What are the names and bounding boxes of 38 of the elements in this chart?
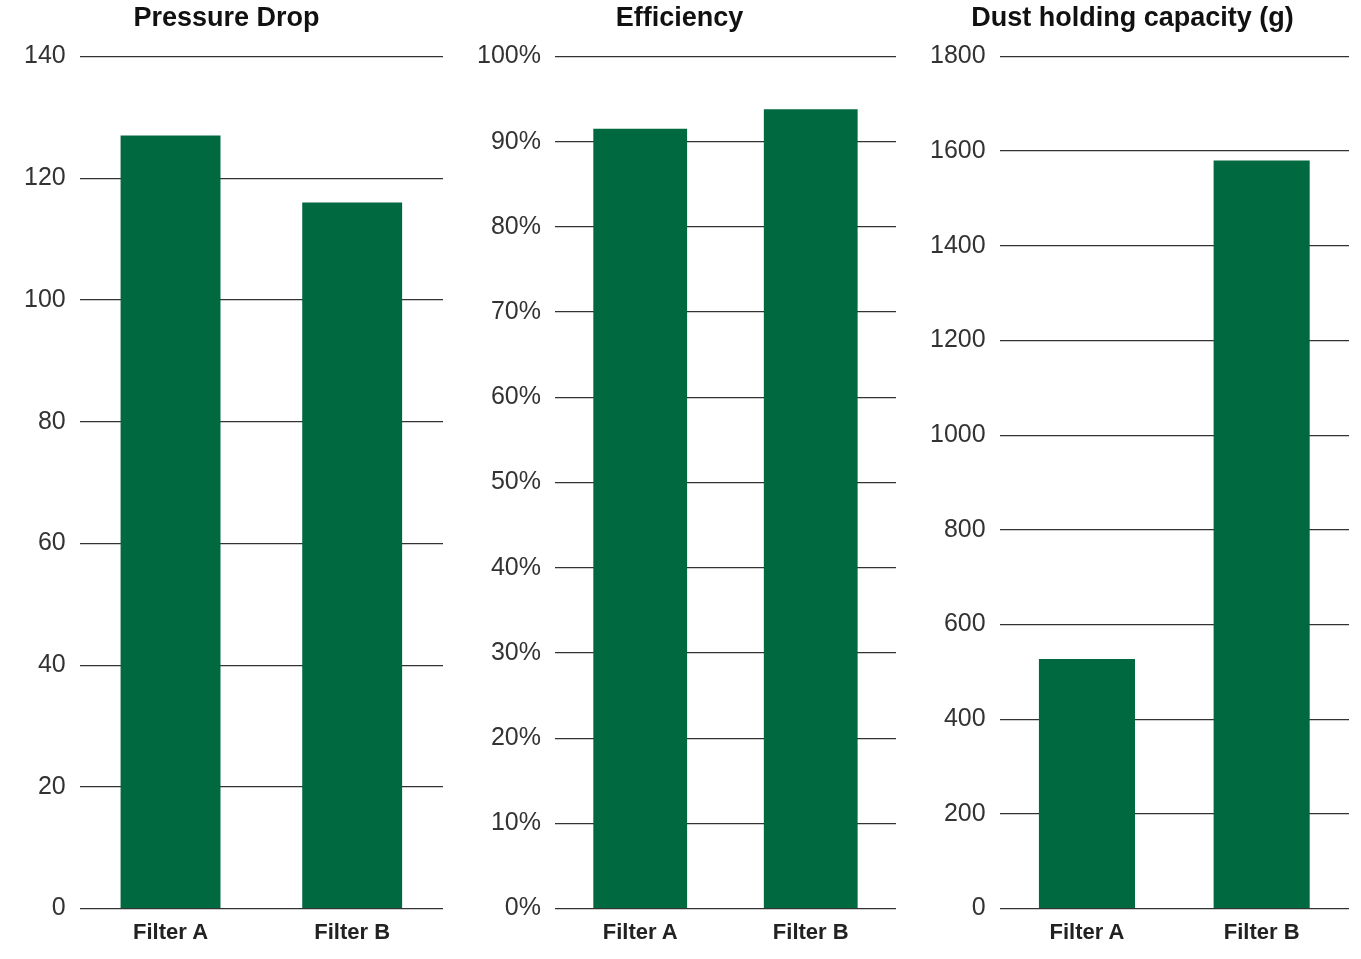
y-tick-label: 1400 — [929, 229, 986, 258]
x-tick-label: Filter B — [314, 918, 391, 944]
y-tick-label: 80% — [490, 210, 541, 239]
y-tick-label: 10% — [490, 807, 541, 836]
y-tick-label: 800 — [943, 513, 986, 542]
y-tick-label: 60 — [37, 527, 66, 556]
y-tick-label: 20% — [490, 722, 541, 751]
y-tick-label: 100 — [23, 283, 66, 312]
chart-title: Efficiency — [615, 1, 744, 32]
y-tick-label: 60% — [490, 381, 541, 410]
y-tick-label: 1800 — [929, 40, 986, 69]
y-tick-label: 600 — [943, 608, 986, 637]
y-tick-label: 30% — [490, 636, 541, 665]
y-tick-label: 0 — [971, 892, 986, 921]
x-tick-label: Filter A — [602, 918, 678, 944]
y-tick-label: 90% — [490, 125, 541, 154]
y-tick-label: 50% — [490, 466, 541, 495]
y-tick-label: 40% — [490, 551, 541, 580]
y-tick-label: 100% — [476, 40, 541, 69]
y-tick-label: 200 — [943, 797, 986, 826]
y-tick-label: 400 — [943, 703, 986, 732]
y-tick-label: 1600 — [929, 134, 986, 163]
y-tick-label: 80 — [37, 405, 66, 434]
y-tick-label: 40 — [37, 649, 66, 677]
chart-title: Pressure Drop — [133, 1, 320, 32]
y-tick-label: 120 — [23, 162, 66, 191]
chart-title: Dust holding capacity (g) — [971, 1, 1294, 32]
y-tick-label: 70% — [490, 295, 541, 324]
y-tick-label: 20 — [37, 770, 66, 799]
y-tick-label: 140 — [23, 40, 66, 69]
x-tick-label: Filter B — [1223, 918, 1300, 944]
y-tick-label: 0% — [504, 892, 541, 921]
y-tick-label: 1000 — [929, 419, 986, 448]
x-tick-label: Filter A — [1049, 918, 1125, 944]
x-tick-label: Filter A — [133, 918, 209, 944]
y-tick-label: 1200 — [929, 324, 986, 353]
y-tick-label: 0 — [51, 892, 66, 921]
x-tick-label: Filter B — [772, 918, 849, 944]
